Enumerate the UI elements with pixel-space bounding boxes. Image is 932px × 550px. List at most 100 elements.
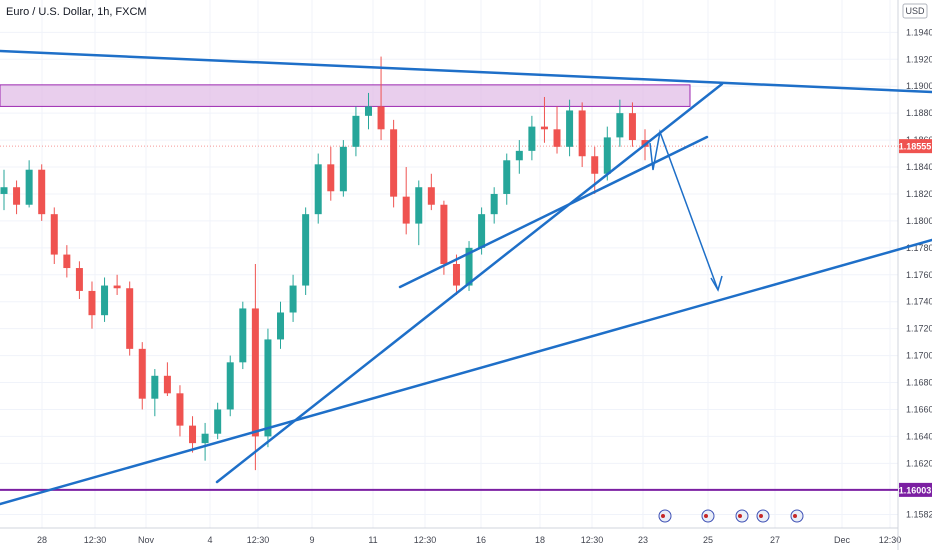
y-tick-label: 1.17800 <box>906 243 932 253</box>
candle-body <box>75 268 83 291</box>
y-tick-label: 1.17000 <box>906 351 932 361</box>
y-tick-label: 1.16400 <box>906 431 932 441</box>
y-tick-label: 1.17200 <box>906 324 932 334</box>
candle-body <box>603 137 611 174</box>
candle-body <box>13 187 21 205</box>
y-tick-label: 1.17400 <box>906 297 932 307</box>
candle-body <box>591 156 599 174</box>
x-tick-label: Dec <box>834 535 851 545</box>
candle-body <box>616 113 624 138</box>
candle-body <box>138 348 146 399</box>
trendline-channel <box>398 135 709 289</box>
y-tick-label: 1.16200 <box>906 458 932 468</box>
candle-body <box>314 164 322 215</box>
candle-body <box>566 110 574 147</box>
x-tick-label: 18 <box>535 535 545 545</box>
candle-body <box>201 433 209 444</box>
economic-event-dot <box>793 514 797 518</box>
economic-event-dot <box>759 514 763 518</box>
candle-body <box>302 214 310 286</box>
candle-body <box>226 362 234 410</box>
economic-event-dot <box>738 514 742 518</box>
x-tick-label: 16 <box>476 535 486 545</box>
candle-body <box>478 214 486 248</box>
y-tick-label: 1.19400 <box>906 27 932 37</box>
support-level-badge-label: 1.16003 <box>899 485 932 495</box>
y-tick-label: 1.18200 <box>906 189 932 199</box>
y-tick-label: 1.15820 <box>906 510 932 520</box>
candle-body <box>50 214 58 255</box>
candle-body <box>490 193 498 215</box>
candle-body <box>38 169 46 215</box>
candle-body <box>113 285 121 289</box>
candle-body <box>101 285 109 316</box>
x-tick-label: 11 <box>368 535 377 545</box>
x-tick-label: 9 <box>309 535 314 545</box>
trendline-lower <box>0 238 932 506</box>
x-tick-label: 4 <box>207 535 212 545</box>
candle-body <box>540 126 548 130</box>
currency-label: USD <box>905 6 925 16</box>
candle-body <box>176 393 184 426</box>
candle-body <box>0 187 8 194</box>
x-tick-label: 12:30 <box>879 535 902 545</box>
y-tick-label: 1.16600 <box>906 404 932 414</box>
candle-body <box>239 308 247 363</box>
y-tick-label: 1.16800 <box>906 378 932 388</box>
projection-arrow-head <box>710 275 723 292</box>
x-tick-label: 25 <box>703 535 713 545</box>
y-tick-label: 1.19200 <box>906 54 932 64</box>
currency-badge <box>902 3 928 19</box>
trendline-upper <box>0 49 932 94</box>
x-tick-label: Nov <box>138 535 155 545</box>
candle-body <box>628 113 636 141</box>
y-tick-label: 1.19000 <box>906 81 932 91</box>
candle-body <box>503 160 511 194</box>
candle-body <box>251 308 259 437</box>
x-tick-label: 12:30 <box>414 535 437 545</box>
candle-body <box>151 375 159 399</box>
economic-event-dot <box>661 514 665 518</box>
candle-body <box>578 110 586 157</box>
projection-arrow-path <box>649 129 719 291</box>
resistance-zone <box>0 84 691 107</box>
candle-body <box>63 254 71 269</box>
candle-body <box>327 164 335 192</box>
candle-body <box>427 187 435 205</box>
candle-body <box>163 375 171 394</box>
candle-body <box>339 146 347 192</box>
candle-body <box>377 106 385 130</box>
candle-body <box>415 187 423 224</box>
x-tick-label: 12:30 <box>84 535 107 545</box>
x-tick-label: 23 <box>638 535 648 545</box>
candle-body <box>352 115 360 147</box>
current-price-badge-box <box>899 139 932 154</box>
candle-body <box>402 196 410 224</box>
y-tick-label: 1.18000 <box>906 216 932 226</box>
candle-body <box>289 285 297 313</box>
candle-body <box>553 129 561 147</box>
candle-body <box>515 150 523 161</box>
trendline-steep <box>215 82 724 484</box>
x-tick-label: 27 <box>770 535 780 545</box>
candle-body <box>214 409 222 434</box>
support-level-badge-box <box>899 482 932 497</box>
y-tick-label: 1.18800 <box>906 108 932 118</box>
candle-body <box>264 339 272 437</box>
chart-title: Euro / U.S. Dollar, 1h, FXCM <box>6 6 147 18</box>
candle-body <box>390 129 398 197</box>
candle-body <box>189 425 197 444</box>
economic-event-dot <box>704 514 708 518</box>
candle-body <box>277 312 285 340</box>
x-tick-label: 12:30 <box>247 535 270 545</box>
candle-body <box>88 290 96 316</box>
candle-body <box>452 264 460 286</box>
candle-body <box>25 169 33 205</box>
current-price-badge-label: 1.18555 <box>899 142 932 152</box>
candle-body <box>126 288 134 349</box>
candle-body <box>364 106 372 116</box>
y-tick-label: 1.18400 <box>906 162 932 172</box>
y-tick-label: 1.17600 <box>906 270 932 280</box>
